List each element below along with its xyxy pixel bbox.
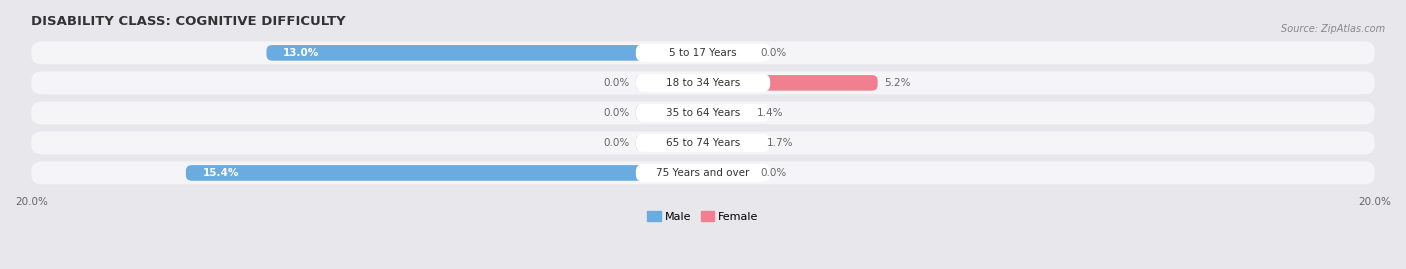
Text: Source: ZipAtlas.com: Source: ZipAtlas.com [1281, 24, 1385, 34]
Text: 0.0%: 0.0% [603, 108, 628, 118]
Text: 5 to 17 Years: 5 to 17 Years [669, 48, 737, 58]
Text: 0.0%: 0.0% [761, 168, 786, 178]
FancyBboxPatch shape [636, 75, 703, 91]
FancyBboxPatch shape [31, 162, 1375, 184]
FancyBboxPatch shape [636, 134, 770, 152]
FancyBboxPatch shape [703, 75, 877, 91]
Text: DISABILITY CLASS: COGNITIVE DIFFICULTY: DISABILITY CLASS: COGNITIVE DIFFICULTY [31, 15, 346, 28]
FancyBboxPatch shape [636, 74, 770, 92]
FancyBboxPatch shape [703, 165, 754, 181]
FancyBboxPatch shape [636, 104, 770, 122]
Text: 0.0%: 0.0% [603, 78, 628, 88]
FancyBboxPatch shape [31, 72, 1375, 94]
Text: 65 to 74 Years: 65 to 74 Years [666, 138, 740, 148]
Text: 1.7%: 1.7% [766, 138, 793, 148]
FancyBboxPatch shape [31, 41, 1375, 64]
Legend: Male, Female: Male, Female [647, 211, 759, 222]
FancyBboxPatch shape [703, 135, 761, 151]
Text: 1.4%: 1.4% [756, 108, 783, 118]
FancyBboxPatch shape [636, 44, 770, 62]
FancyBboxPatch shape [636, 105, 703, 121]
FancyBboxPatch shape [267, 45, 703, 61]
FancyBboxPatch shape [31, 132, 1375, 154]
Text: 0.0%: 0.0% [603, 138, 628, 148]
Text: 75 Years and over: 75 Years and over [657, 168, 749, 178]
FancyBboxPatch shape [703, 105, 749, 121]
FancyBboxPatch shape [636, 164, 770, 182]
FancyBboxPatch shape [703, 45, 754, 61]
Text: 5.2%: 5.2% [884, 78, 911, 88]
Text: 15.4%: 15.4% [202, 168, 239, 178]
Text: 0.0%: 0.0% [761, 48, 786, 58]
Text: 35 to 64 Years: 35 to 64 Years [666, 108, 740, 118]
Text: 18 to 34 Years: 18 to 34 Years [666, 78, 740, 88]
FancyBboxPatch shape [186, 165, 703, 181]
Text: 13.0%: 13.0% [283, 48, 319, 58]
FancyBboxPatch shape [31, 101, 1375, 124]
FancyBboxPatch shape [636, 135, 703, 151]
